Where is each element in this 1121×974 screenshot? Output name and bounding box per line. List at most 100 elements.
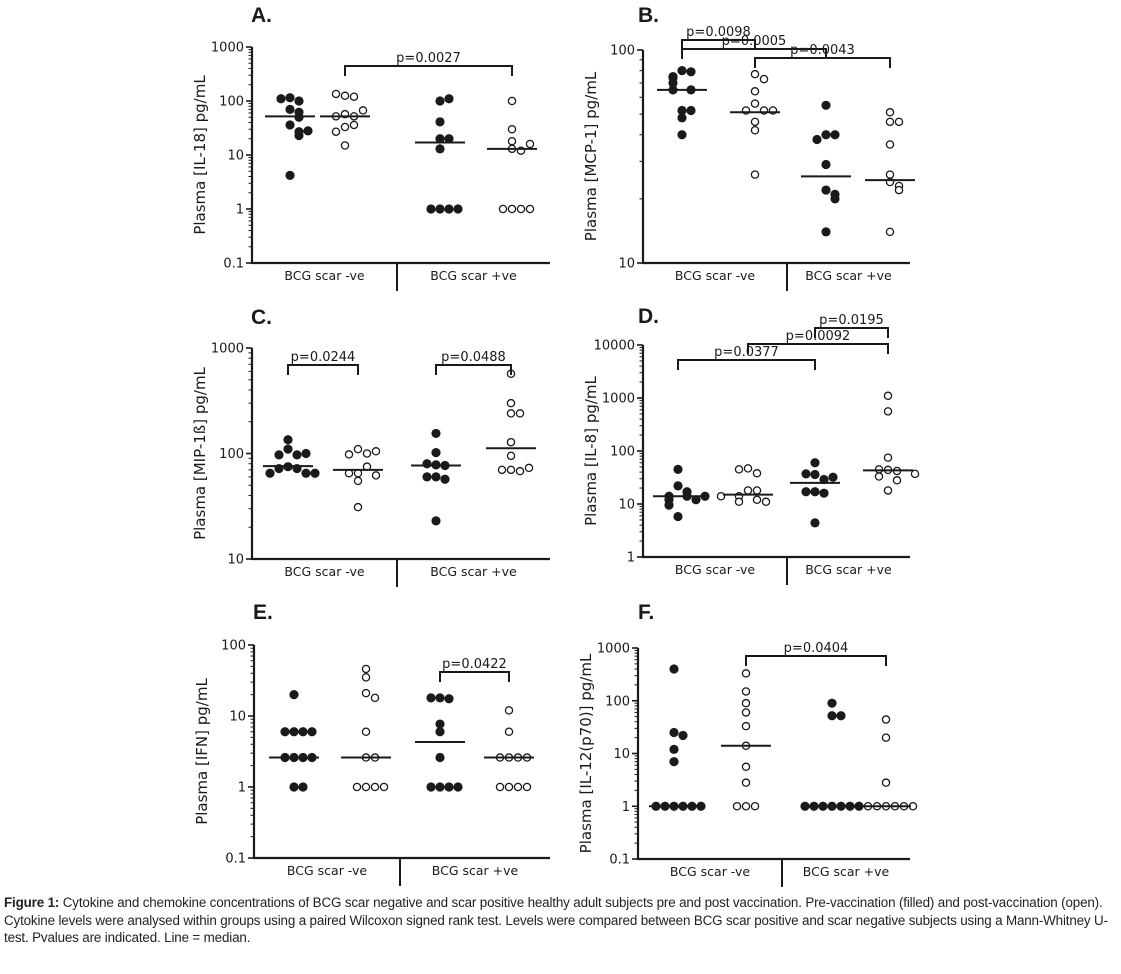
data-point-filled [664, 500, 674, 510]
data-point-open [761, 497, 771, 507]
data-point-filled [310, 468, 320, 478]
data-point-open [741, 778, 751, 787]
data-point-filled [435, 117, 445, 127]
series-post-scar-neg [730, 69, 780, 179]
y-tick-label: 10 [229, 710, 246, 725]
data-point-filled [830, 194, 840, 204]
p-value-label: p=0.0092 [786, 329, 851, 344]
data-point-filled [431, 447, 441, 458]
y-axis-label: Plasma [IL-8] pg/mL [582, 375, 600, 525]
data-point-filled [285, 93, 295, 103]
data-point-open [874, 472, 884, 481]
data-point-open [507, 124, 517, 134]
data-point-filled [422, 459, 432, 469]
data-point-open [344, 450, 354, 459]
y-tick-label: 10 [618, 257, 635, 272]
data-point-filled [435, 693, 445, 703]
data-point-open [495, 782, 505, 792]
data-point-filled [435, 144, 445, 154]
y-tick-label: 1 [236, 203, 244, 218]
chart-panel-d: D. 1 10 100 1000 10000 Plasma [IL-8] pg/mL BCG … [582, 305, 920, 585]
data-point-filled [444, 134, 454, 144]
data-point-filled [444, 204, 454, 214]
y-tick-label: 100 [219, 95, 244, 110]
data-point-open [522, 782, 532, 792]
data-point-filled [294, 130, 304, 141]
data-point-open [513, 782, 523, 792]
data-point-filled [810, 518, 820, 528]
data-point-open [331, 89, 341, 99]
data-point-open [750, 87, 760, 96]
data-point-filled [686, 67, 696, 77]
data-point-filled [819, 474, 829, 485]
series-post-scar-pos [487, 96, 537, 214]
panel-letter: B. [638, 4, 659, 27]
y-tick-label: 1000 [602, 392, 635, 407]
series-post-scar-pos [863, 391, 920, 495]
bracket-line [754, 57, 891, 68]
data-point-filled [821, 130, 831, 140]
data-point-open [752, 495, 762, 505]
data-point-open [379, 782, 389, 792]
bracket-line [344, 65, 513, 76]
significance-bracket: p=0.0404 [745, 641, 887, 666]
p-value-label: p=0.0005 [722, 34, 787, 49]
series-post-scar-neg [333, 444, 383, 512]
data-point-open [504, 782, 514, 792]
significance-bracket: p=0.0377 [677, 345, 816, 370]
data-point-open [750, 125, 760, 135]
bracket-line [814, 327, 889, 338]
panel-letter: C. [251, 306, 272, 329]
y-tick-label: 100 [610, 445, 635, 460]
data-point-open [361, 688, 371, 698]
bracket-line [439, 671, 510, 682]
series-pre-scar-neg [653, 464, 710, 522]
data-point-open [883, 407, 893, 416]
data-point-open [361, 664, 371, 674]
data-point-filled [696, 801, 706, 811]
data-point-open [894, 185, 904, 195]
p-value-label: p=0.0422 [442, 657, 507, 672]
y-axis-label: Plasma [IL-18] pg/mL [191, 75, 209, 235]
bracket-line [681, 39, 756, 50]
bracket-line [287, 364, 359, 375]
data-point-open [881, 778, 891, 787]
y-tick-label: 10 [613, 747, 630, 762]
data-point-filled [298, 782, 308, 792]
bracket-line [681, 48, 827, 59]
data-point-open [750, 99, 760, 108]
y-axis-label: Plasma [MIP-1ß] pg/mL [191, 366, 209, 539]
data-point-open [734, 465, 744, 474]
figure-caption: Figure 1: Cytokine and chemokine concent… [4, 894, 1119, 947]
y-tick-label: 0.1 [223, 257, 244, 272]
significance-bracket: p=0.0488 [435, 350, 512, 375]
data-point-filled [294, 96, 304, 106]
series-pre-scar-neg [269, 690, 319, 792]
data-point-open [340, 122, 350, 132]
data-point-open [885, 108, 895, 117]
data-point-open [883, 486, 893, 495]
data-point-open [883, 453, 893, 462]
series-pre-scar-pos [415, 693, 465, 792]
series-post-scar-neg [320, 89, 370, 150]
p-value-label: p=0.0043 [790, 43, 855, 58]
data-point-open [741, 762, 751, 772]
data-point-open [750, 802, 760, 811]
data-point-filled [301, 448, 311, 459]
data-point-filled [289, 690, 299, 700]
data-point-open [353, 444, 363, 454]
data-point-filled [435, 727, 445, 737]
significance-bracket: p=0.0043 [754, 43, 891, 68]
data-point-open [504, 706, 514, 715]
data-point-open [885, 117, 895, 127]
data-point-open [506, 451, 516, 461]
x-category-label: BCG scar +ve [805, 268, 892, 283]
data-point-filled [435, 752, 445, 763]
y-tick-label: 1 [622, 800, 630, 815]
y-tick-label: 10000 [594, 339, 635, 354]
data-point-filled [821, 185, 831, 195]
significance-bracket: p=0.0422 [439, 657, 510, 682]
y-tick-label: 0.1 [225, 852, 246, 867]
data-point-filled [821, 159, 831, 170]
